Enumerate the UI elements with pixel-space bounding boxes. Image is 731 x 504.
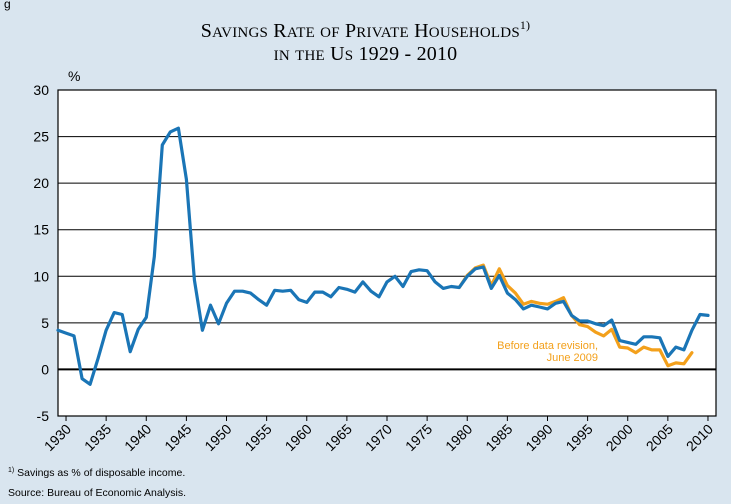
annotation-line2: June 2009	[547, 352, 598, 364]
y-tick-label: 30	[33, 82, 49, 98]
x-tick-label: 1945	[161, 421, 194, 454]
x-tick-label: 1980	[442, 421, 475, 454]
x-tick-label: 1940	[121, 421, 154, 454]
x-tick-label: 2010	[683, 421, 716, 454]
annotation-line1: Before data revision,	[497, 340, 598, 352]
y-tick-label: 10	[33, 268, 49, 284]
x-tick-label: 1990	[522, 421, 555, 454]
plot-area	[58, 90, 716, 416]
y-tick-label: 15	[33, 222, 49, 238]
chart-title-main: SAVINGS RATE OF PRIVATE HOUSEHOLDS	[200, 20, 520, 42]
x-tick-label: 1935	[81, 421, 114, 454]
x-tick-label: 1960	[282, 421, 315, 454]
y-tick-label: 0	[41, 361, 49, 377]
y-tick-label: 20	[33, 175, 49, 191]
x-tick-label: 1930	[41, 421, 74, 454]
chart-title: SAVINGS RATE OF PRIVATE HOUSEHOLDS1)	[0, 18, 731, 43]
x-tick-label: 1970	[362, 421, 395, 454]
chart-title-line2: IN THE US 1929 - 2010	[0, 43, 731, 66]
y-axis-unit-label: %	[68, 68, 80, 84]
x-tick-label: 1965	[322, 421, 355, 454]
source-note: Source: Bureau of Economic Analysis.	[8, 487, 187, 499]
x-tick-label: 2000	[603, 421, 636, 454]
x-tick-label: 1950	[201, 421, 234, 454]
figure-label: g	[4, 0, 11, 11]
x-tick-label: 1955	[241, 421, 274, 454]
chart-title-line2-text: IN THE US 1929 - 2010	[273, 43, 458, 65]
x-tick-label: 2005	[643, 421, 676, 454]
footnote-text: Savings as % of disposable income.	[17, 467, 186, 479]
series-line-current	[56, 126, 710, 386]
chart-title-footnote-marker: 1)	[519, 18, 531, 32]
x-tick-label: 1985	[482, 421, 515, 454]
y-tick-label: 5	[41, 315, 49, 331]
footnote: 1) Savings as % of disposable income.	[8, 467, 185, 479]
x-tick-label: 1975	[402, 421, 435, 454]
x-tick-label: 1995	[562, 421, 595, 454]
footnote-marker: 1)	[8, 467, 15, 474]
y-tick-label: -5	[37, 408, 50, 424]
y-tick-label: 25	[33, 129, 49, 145]
